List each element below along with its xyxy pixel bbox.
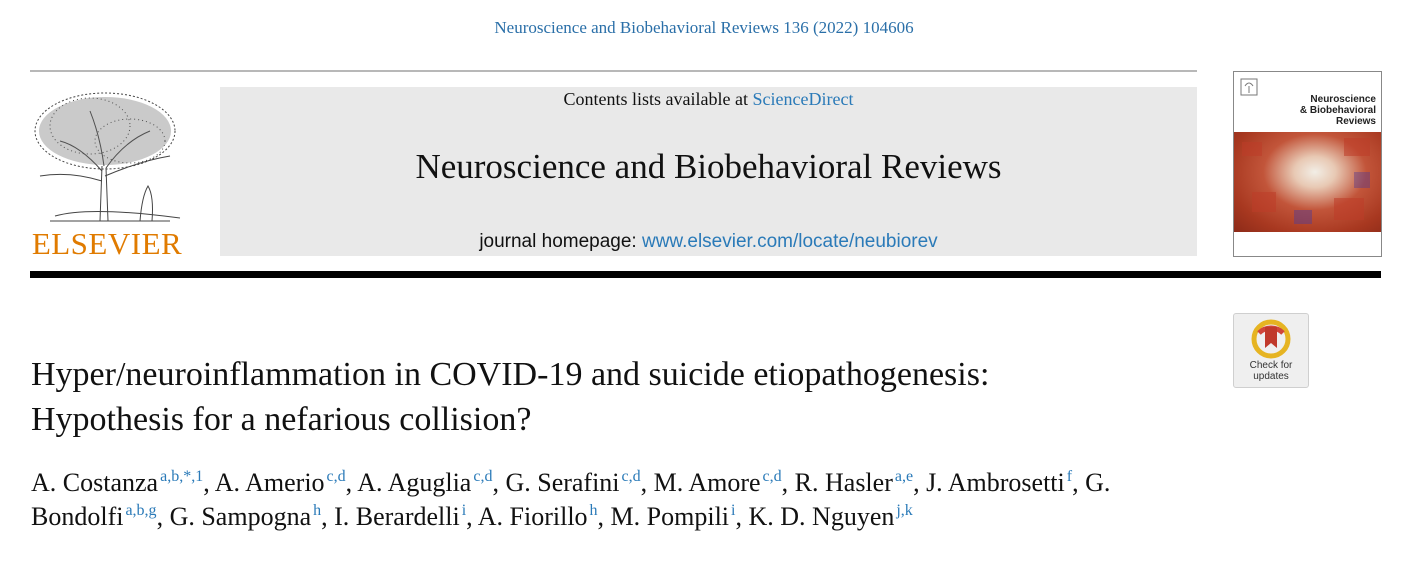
- author-affiliation-marks[interactable]: h: [313, 502, 322, 519]
- author-separator: ,: [597, 502, 611, 531]
- journal-citation[interactable]: Neuroscience and Biobehavioral Reviews 1…: [494, 18, 914, 37]
- author-name[interactable]: G. Bondolfi: [31, 468, 1111, 531]
- author-affiliation-marks[interactable]: c,d: [326, 468, 346, 485]
- author-separator: ,: [203, 468, 215, 497]
- author-name[interactable]: A. Aguglia: [357, 468, 472, 497]
- author-separator: ,: [492, 468, 506, 497]
- bookmark-ring-icon: [1251, 319, 1291, 359]
- elsevier-wordmark: ELSEVIER: [31, 226, 183, 261]
- author-separator: ,: [345, 468, 358, 497]
- author-separator: ,: [321, 502, 335, 531]
- check-for-updates-badge[interactable]: Check for updates: [1233, 313, 1309, 388]
- author-separator: ,: [1072, 468, 1086, 497]
- author-name[interactable]: A. Fiorillo: [477, 502, 588, 531]
- badge-label-line: updates: [1253, 371, 1289, 382]
- author-name[interactable]: A. Costanza: [31, 468, 159, 497]
- article-title-line: Hypothesis for a nefarious collision?: [31, 401, 532, 438]
- header-rule: [30, 271, 1381, 278]
- journal-homepage-line: journal homepage: www.elsevier.com/locat…: [220, 231, 1197, 253]
- author-affiliation-marks[interactable]: i: [731, 502, 736, 519]
- author-separator: ,: [735, 502, 749, 531]
- top-divider: [30, 70, 1197, 72]
- author-separator: ,: [156, 502, 170, 531]
- elsevier-logo[interactable]: ELSEVIER: [30, 86, 184, 261]
- author-affiliation-marks[interactable]: c,d: [621, 468, 641, 485]
- contents-prefix: Contents lists available at: [563, 89, 753, 109]
- contents-line: Contents lists available at ScienceDirec…: [220, 87, 1197, 111]
- tree-icon: [34, 92, 181, 222]
- author-affiliation-marks[interactable]: a,b,*,1: [160, 468, 204, 485]
- cover-title-line: & Biobehavioral: [1299, 105, 1376, 116]
- cover-title-line: Reviews: [1335, 116, 1376, 127]
- journal-cover-thumbnail[interactable]: Neuroscience & Biobehavioral Reviews: [1233, 71, 1382, 257]
- author-affiliation-marks[interactable]: h: [589, 502, 598, 519]
- author-affiliation-marks[interactable]: f: [1066, 468, 1073, 485]
- author-affiliation-marks[interactable]: j,k: [896, 502, 913, 519]
- homepage-prefix: journal homepage:: [479, 231, 642, 252]
- author-name[interactable]: J. Ambrosetti: [926, 468, 1065, 497]
- author-list: A. Costanza a,b,*,1, A. Amerio c,d, A. Agu…: [31, 466, 1191, 534]
- author-affiliation-marks[interactable]: c,d: [762, 468, 782, 485]
- author-name[interactable]: M. Pompili: [610, 502, 730, 531]
- author-separator: ,: [913, 468, 927, 497]
- author-affiliation-marks[interactable]: c,d: [473, 468, 493, 485]
- author-separator: ,: [640, 468, 654, 497]
- journal-homepage-link[interactable]: www.elsevier.com/locate/neubiorev: [641, 231, 938, 252]
- author-separator: ,: [781, 468, 795, 497]
- author-name[interactable]: G. Serafini: [505, 468, 620, 497]
- author-name[interactable]: I. Berardelli: [334, 502, 460, 531]
- author-name[interactable]: G. Sampogna: [169, 502, 312, 531]
- cover-title: Neuroscience & Biobehavioral Reviews: [1300, 94, 1376, 127]
- article-title: Hyper/neuroinflammation in COVID-19 and …: [31, 352, 1181, 442]
- cover-title-line: Neuroscience: [1310, 94, 1376, 105]
- cover-artwork: [1234, 132, 1381, 232]
- article-title-line: Hyper/neuroinflammation in COVID-19 and …: [31, 356, 990, 393]
- badge-label: Check for updates: [1234, 360, 1308, 382]
- journal-masthead: Contents lists available at ScienceDirec…: [220, 87, 1197, 256]
- journal-name: Neuroscience and Biobehavioral Reviews: [415, 147, 1002, 186]
- author-name[interactable]: K. D. Nguyen: [748, 502, 895, 531]
- author-separator: ,: [466, 502, 478, 531]
- author-affiliation-marks[interactable]: i: [461, 502, 467, 519]
- sciencedirect-link[interactable]: ScienceDirect: [752, 89, 854, 109]
- author-affiliation-marks[interactable]: a,e: [894, 468, 914, 485]
- author-affiliation-marks[interactable]: a,b,g: [125, 502, 157, 519]
- author-name[interactable]: R. Hasler: [794, 468, 893, 497]
- author-name[interactable]: M. Amore: [653, 468, 761, 497]
- publisher-mini-logo-icon: [1240, 78, 1258, 96]
- author-name[interactable]: A. Amerio: [214, 468, 325, 497]
- badge-label-line: Check for: [1249, 360, 1293, 371]
